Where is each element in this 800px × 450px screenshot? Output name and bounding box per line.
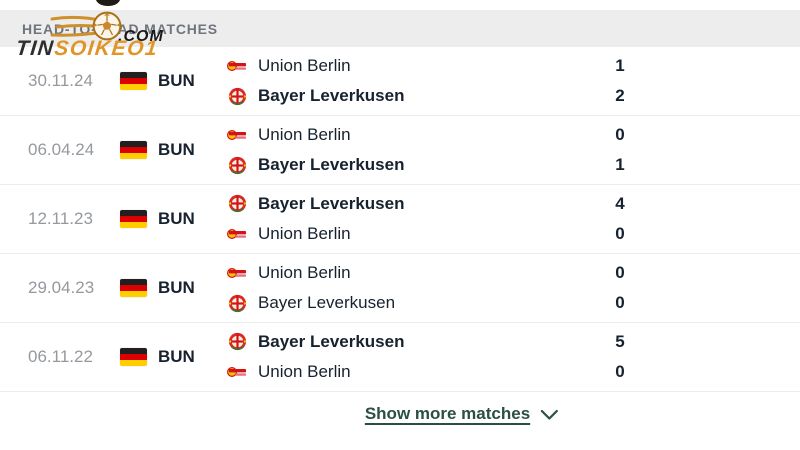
team-name: Bayer Leverkusen [258,331,405,351]
union-berlin-logo-icon [226,224,248,244]
competition-badge: BUN [158,278,195,297]
team-score: 4 [615,193,625,213]
match-row: 30.11.24 BUN Union Berlin 1 Bayer Leverk… [0,47,800,116]
team-name: Union Berlin [258,224,351,244]
show-more-label: Show more matches [364,404,531,423]
team-name: Union Berlin [258,262,351,282]
match-row: 12.11.23 BUN Bayer Leverkusen 4 Union Be… [0,185,800,254]
team-score: 0 [615,124,625,144]
team-score: 0 [615,362,625,382]
competition-badge: BUN [158,209,195,228]
team-line: Union Berlin 0 [0,123,800,147]
team-name: Bayer Leverkusen [258,155,405,175]
team-line: Union Berlin 1 [0,54,800,78]
team-line: Union Berlin 0 [0,222,800,246]
team-line: Bayer Leverkusen 1 [0,153,800,177]
match-date: 06.04.24 [28,140,95,159]
team-line: Bayer Leverkusen 5 [0,330,800,354]
team-score: 5 [615,331,625,351]
team-name: Union Berlin [258,124,351,144]
teams-block: Bayer Leverkusen 5 Union Berlin 0 [0,323,800,391]
competition-badge: BUN [158,71,195,90]
team-score: 0 [615,224,625,244]
team-score: 0 [615,293,625,313]
section-header: HEAD-TO-HEAD MATCHES [0,10,800,47]
chevron-down-icon [541,409,559,420]
teams-block: Union Berlin 1 Bayer Leverkusen 2 [0,47,800,115]
show-more-button[interactable]: Show more matches [365,404,559,424]
match-row: 29.04.23 BUN Union Berlin 0 Bayer Leverk… [0,254,800,323]
match-date: 06.11.22 [28,347,93,366]
teams-block: Bayer Leverkusen 4 Union Berlin 0 [0,185,800,253]
team-line: Bayer Leverkusen 0 [0,291,800,315]
teams-block: Union Berlin 0 Bayer Leverkusen 1 [0,116,800,184]
team-name: Union Berlin [258,362,351,382]
bayer-leverkusen-logo-icon [226,293,248,313]
team-score: 0 [615,262,625,282]
germany-flag-icon [120,116,147,184]
match-date: 29.04.23 [28,278,95,297]
team-line: Bayer Leverkusen 4 [0,192,800,216]
team-score: 1 [615,55,625,75]
bayer-leverkusen-logo-icon [226,194,248,214]
section-title: HEAD-TO-HEAD MATCHES [22,20,218,37]
union-berlin-logo-icon [226,263,248,283]
team-name: Union Berlin [258,55,351,75]
union-berlin-logo-icon [226,362,248,382]
germany-flag-icon [120,185,147,253]
team-score: 1 [615,155,625,175]
team-name: Bayer Leverkusen [258,193,405,213]
teams-block: Union Berlin 0 Bayer Leverkusen 0 [0,254,800,322]
team-name: Bayer Leverkusen [258,86,405,106]
germany-flag-icon [120,47,147,115]
match-row: 06.11.22 BUN Bayer Leverkusen 5 Union Be… [0,323,800,392]
team-score: 2 [615,86,625,106]
team-line: Union Berlin 0 [0,261,800,285]
match-date: 30.11.24 [28,71,93,90]
team-line: Union Berlin 0 [0,360,800,384]
matches-list: 30.11.24 BUN Union Berlin 1 Bayer Leverk… [0,47,800,392]
team-line: Bayer Leverkusen 2 [0,84,800,108]
team-name: Bayer Leverkusen [258,293,396,313]
union-berlin-logo-icon [226,56,248,76]
germany-flag-icon [120,254,147,322]
union-berlin-logo-icon [226,125,248,145]
watermark-fragment [96,0,120,6]
bayer-leverkusen-logo-icon [226,86,248,106]
match-date: 12.11.23 [28,209,93,228]
bayer-leverkusen-logo-icon [226,155,248,175]
competition-badge: BUN [158,140,195,159]
bayer-leverkusen-logo-icon [226,332,248,352]
germany-flag-icon [120,323,147,391]
match-row: 06.04.24 BUN Union Berlin 0 Bayer Leverk… [0,116,800,185]
competition-badge: BUN [158,347,195,366]
matches-footer: Show more matches [0,404,800,434]
